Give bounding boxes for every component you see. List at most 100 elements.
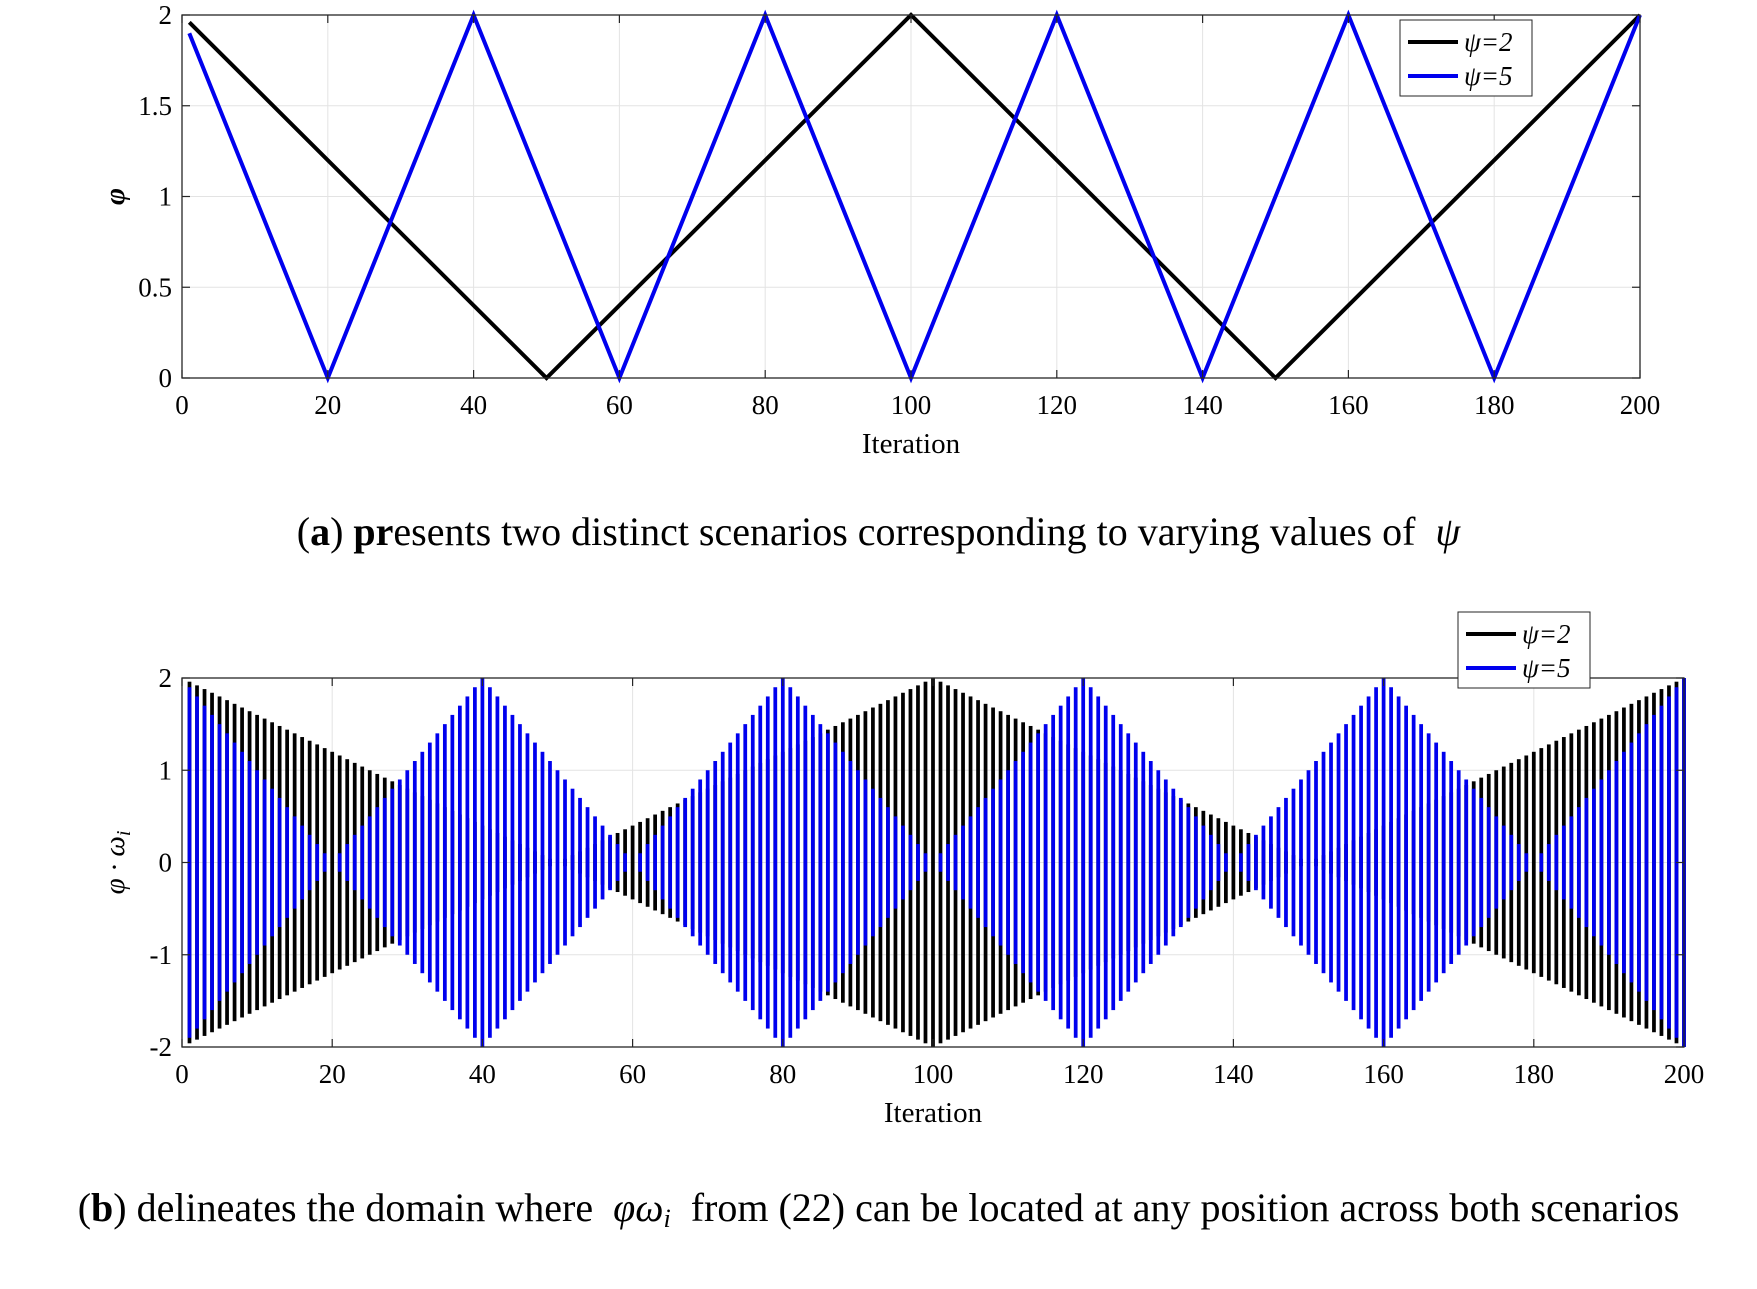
bar-psi5 xyxy=(856,770,860,955)
bar-psi5 xyxy=(878,797,883,928)
bar-psi5 xyxy=(1021,751,1025,974)
bar-psi5 xyxy=(1081,678,1086,1047)
bar-psi5 xyxy=(1667,696,1671,1029)
bar-psi5 xyxy=(1254,834,1258,891)
bar-psi5 xyxy=(608,834,612,891)
bar-psi2 xyxy=(630,825,635,900)
bar-psi5 xyxy=(743,724,748,1001)
bar-psi5 xyxy=(495,696,500,1029)
bar-psi5 xyxy=(833,742,838,983)
bar-psi5 xyxy=(195,696,199,1029)
bar-psi5 xyxy=(307,834,312,891)
y-tick-label: 1 xyxy=(159,182,173,212)
bar-psi5 xyxy=(1028,742,1033,983)
bar-psi5 xyxy=(1193,816,1198,909)
bar-psi5 xyxy=(1171,788,1176,937)
y-tick-label: 2 xyxy=(159,0,173,30)
bar-psi5 xyxy=(232,742,237,983)
bar-psi5 xyxy=(1426,733,1431,992)
bar-psi5 xyxy=(322,853,327,872)
bar-psi5 xyxy=(1336,733,1341,992)
bar-psi5 xyxy=(548,761,552,964)
bar-psi5 xyxy=(1178,797,1183,928)
bar-psi5 xyxy=(1456,770,1461,955)
legend-label: ψ=2 xyxy=(1464,27,1513,57)
bar-psi5 xyxy=(457,705,462,1020)
x-tick-label: 40 xyxy=(460,390,487,420)
caption-a: (a) presents two distinct scenarios corr… xyxy=(296,509,1461,554)
bar-psi5 xyxy=(578,797,582,928)
bar-psi5 xyxy=(1471,788,1476,937)
bar-psi5 xyxy=(1111,714,1116,1011)
bar-psi5 xyxy=(240,751,244,974)
bar-psi5 xyxy=(1291,788,1296,937)
bar-psi5 xyxy=(1216,844,1221,881)
bar-psi5 xyxy=(1133,742,1138,983)
bar-psi5 xyxy=(277,797,282,928)
bar-psi5 xyxy=(1096,696,1101,1029)
bar-psi5 xyxy=(1524,853,1529,872)
bar-psi5 xyxy=(908,834,913,891)
bar-psi5 xyxy=(818,724,823,1001)
y-axis-label: φ · ωi xyxy=(99,831,135,895)
bar-psi5 xyxy=(1659,705,1664,1020)
y-tick-label: 1.5 xyxy=(138,91,172,121)
bar-psi5 xyxy=(1321,751,1326,974)
bar-psi5 xyxy=(1163,779,1168,946)
x-tick-label: 160 xyxy=(1328,390,1369,420)
bar-psi5 xyxy=(1284,797,1288,928)
x-tick-label: 160 xyxy=(1363,1059,1404,1089)
bar-psi5 xyxy=(1592,788,1596,937)
bar-psi5 xyxy=(1509,834,1514,891)
bar-psi5 xyxy=(352,834,357,891)
bar-psi5 xyxy=(1073,687,1078,1038)
bar-psi5 xyxy=(1569,816,1574,909)
x-tick-label: 20 xyxy=(314,390,341,420)
x-tick-label: 60 xyxy=(619,1059,646,1089)
bar-psi5 xyxy=(998,779,1003,946)
bar-psi5 xyxy=(645,844,650,881)
bar-psi5 xyxy=(450,714,455,1011)
bar-psi5 xyxy=(1584,797,1589,928)
bar-psi2 xyxy=(1231,825,1236,900)
bar-psi5 xyxy=(923,853,928,872)
bar-psi5 xyxy=(1441,751,1446,974)
bar-psi5 xyxy=(953,834,958,891)
bar-psi2 xyxy=(931,678,935,1047)
x-tick-label: 60 xyxy=(606,390,633,420)
bar-psi5 xyxy=(420,751,425,974)
bar-psi5 xyxy=(1314,761,1318,964)
bar-psi5 xyxy=(1299,779,1303,946)
bar-psi5 xyxy=(675,807,680,918)
bar-psi5 xyxy=(1269,816,1273,909)
bar-psi5 xyxy=(593,816,597,909)
x-tick-label: 180 xyxy=(1514,1059,1555,1089)
bar-psi5 xyxy=(991,788,995,937)
bar-psi5 xyxy=(938,853,943,872)
bar-psi5 xyxy=(202,705,207,1020)
bar-psi5 xyxy=(247,761,252,964)
bar-psi5 xyxy=(217,724,222,1001)
bar-psi5 xyxy=(916,844,920,881)
bar-psi5 xyxy=(1201,825,1206,900)
bar-psi5 xyxy=(780,678,785,1047)
x-axis-label: Iteration xyxy=(862,428,961,460)
bar-psi5 xyxy=(795,696,800,1029)
bar-psi5 xyxy=(1546,844,1551,881)
bar-psi5 xyxy=(735,733,740,992)
bar-psi5 xyxy=(623,853,627,872)
bar-psi5 xyxy=(698,779,703,946)
x-tick-label: 140 xyxy=(1213,1059,1254,1089)
bar-psi5 xyxy=(1148,761,1153,964)
bar-psi5 xyxy=(210,714,214,1011)
x-tick-label: 80 xyxy=(769,1059,796,1089)
bar-psi5 xyxy=(690,788,695,937)
legend-box xyxy=(1457,611,1591,689)
bar-psi5 xyxy=(1396,696,1401,1029)
bar-psi5 xyxy=(961,825,965,900)
caption-b: (b) delineates the domain where φωi from… xyxy=(77,1185,1680,1233)
x-tick-label: 180 xyxy=(1474,390,1515,420)
bar-psi5 xyxy=(720,751,725,974)
bar-psi5 xyxy=(1614,761,1619,964)
